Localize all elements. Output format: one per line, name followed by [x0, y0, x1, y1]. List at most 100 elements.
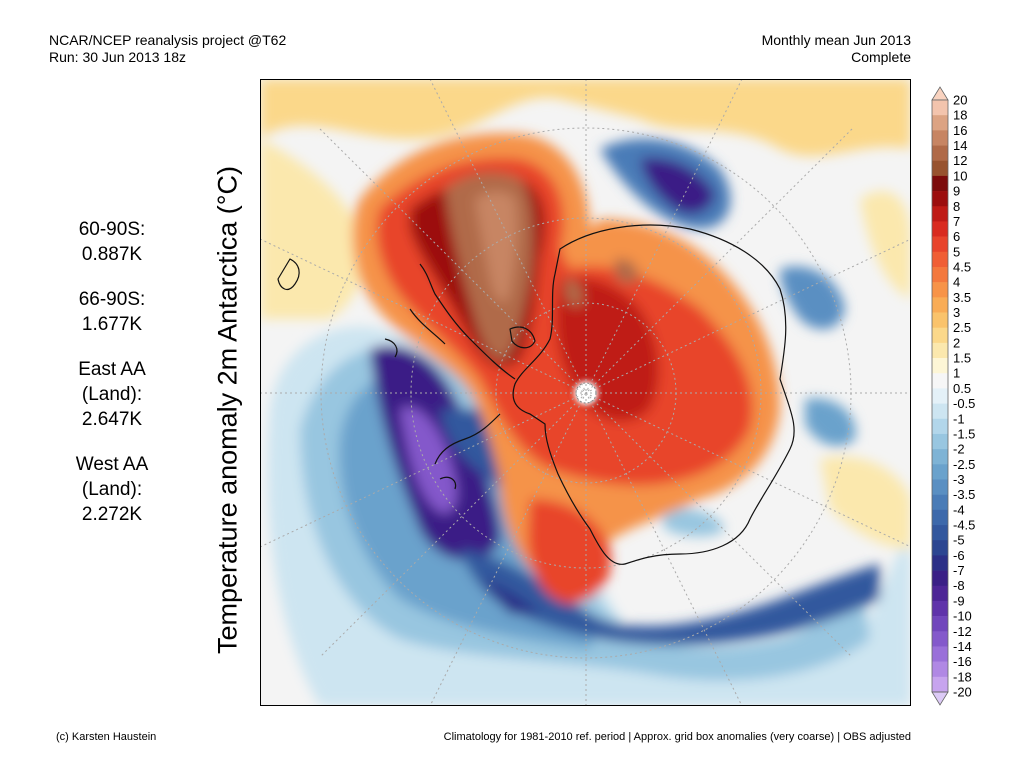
colorbar-tick-label: -5 — [953, 533, 965, 548]
colorbar-tick-label: -1 — [953, 411, 965, 426]
colorbar-swatch — [932, 206, 948, 222]
colorbar-tick-label: 18 — [953, 108, 967, 123]
colorbar-frame — [931, 99, 949, 693]
colorbar-tick-label: -3.5 — [953, 487, 975, 502]
colorbar-swatch — [932, 342, 948, 359]
colorbar-swatch — [932, 312, 948, 328]
colorbar-swatch — [932, 479, 948, 495]
colorbar-swatch — [932, 221, 948, 237]
colorbar-tick-label: -18 — [953, 669, 972, 684]
colorbar-swatch — [932, 130, 948, 146]
stat-60-90s: 60-90S: 0.887K — [57, 217, 167, 267]
colorbar-swatch — [932, 297, 948, 313]
colorbar-tick-label: 1 — [953, 366, 960, 381]
colorbar-swatch — [932, 403, 948, 420]
colorbar-tick-label: 12 — [953, 153, 967, 168]
stat-label: 66-90S: — [78, 289, 146, 310]
completeness-status: Complete — [851, 49, 911, 65]
colorbar-swatch — [932, 525, 948, 541]
colorbar-swatch — [932, 191, 948, 207]
colorbar-tick-label: 3.5 — [953, 290, 971, 305]
colorbar-swatch — [932, 373, 948, 389]
colorbar-tick-label: 8 — [953, 199, 960, 214]
colorbar-swatch — [932, 616, 948, 632]
colorbar-tick-label: 6 — [953, 229, 960, 244]
colorbar-swatch — [932, 145, 948, 162]
colorbar-swatch — [932, 646, 948, 662]
stat-label: 60-90S: — [78, 219, 146, 240]
colorbar-tick-label: 2 — [953, 335, 960, 350]
colorbar-swatch — [932, 251, 948, 268]
method-note: Climatology for 1981-2010 ref. period | … — [443, 731, 911, 743]
colorbar-swatch — [932, 160, 948, 177]
colorbar-tick-label: 1.5 — [953, 351, 971, 366]
stat-66-90s: 66-90S: 1.677K — [57, 287, 167, 337]
colorbar-tick-label: -3 — [953, 472, 965, 487]
colorbar-tick-label: -20 — [953, 685, 972, 700]
colorbar-tick-label: 10 — [953, 168, 967, 183]
colorbar-swatch — [932, 418, 948, 435]
stat-value: 2.647K — [81, 409, 143, 430]
colorbar-swatch — [932, 449, 948, 465]
colorbar-tick-label: -0.5 — [953, 396, 975, 411]
colorbar-swatch — [932, 175, 948, 192]
colorbar-tick-label: 9 — [953, 184, 960, 199]
colorbar-swatch — [932, 661, 948, 678]
colorbar-tick-label: 3 — [953, 305, 960, 320]
period-info: Monthly mean Jun 2013 Complete — [762, 32, 911, 66]
colorbar-swatch — [932, 464, 948, 480]
colorbar-swatch — [932, 631, 948, 647]
colorbar-tick-label: -8 — [953, 578, 965, 593]
colorbar-tick-label: 20 — [953, 93, 967, 108]
run-date: Run: 30 Jun 2013 18z — [49, 49, 186, 65]
colorbar-swatch — [932, 570, 948, 587]
colorbar-swatch — [932, 358, 948, 374]
colorbar-swatch — [932, 555, 948, 571]
colorbar-swatch — [932, 600, 948, 617]
colorbar-tick-label: -2 — [953, 442, 965, 457]
anomaly-map — [260, 79, 911, 706]
colorbar-swatch — [932, 540, 948, 556]
colorbar-tick-label: 14 — [953, 138, 967, 153]
colorbar-tick-label: -4 — [953, 502, 965, 517]
colorbar-swatch — [932, 585, 948, 602]
colorbar-tick-label: -2.5 — [953, 457, 975, 472]
colorbar-tick-label: -14 — [953, 639, 972, 654]
colorbar-swatch — [932, 236, 948, 253]
colorbar-swatch — [932, 282, 948, 298]
colorbar-tick-label: 7 — [953, 214, 960, 229]
region-stats: 60-90S: 0.887K 66-90S: 1.677K East AA (L… — [57, 217, 167, 547]
colorbar-tick-label: 2.5 — [953, 320, 971, 335]
colorbar-swatch — [932, 115, 948, 131]
colorbar-tick-label: -1.5 — [953, 426, 975, 441]
stat-label: East AA (Land): — [78, 359, 146, 405]
colorbar-tick-label: 4 — [953, 275, 960, 290]
colorbar-swatch — [932, 676, 948, 693]
colorbar-tick-label: -6 — [953, 548, 965, 563]
model-title: NCAR/NCEP reanalysis project @T62 — [49, 32, 287, 48]
colorbar-swatch — [932, 327, 948, 344]
colorbar-tick-label: 4.5 — [953, 259, 971, 274]
colorbar-tick-label: 5 — [953, 244, 960, 259]
colorbar-swatch — [932, 100, 948, 116]
colorbar-swatch — [932, 494, 948, 511]
colorbar-tick-label: -12 — [953, 624, 972, 639]
stat-west-aa: West AA (Land): 2.272K — [57, 452, 167, 527]
stat-label: West AA (Land): — [75, 454, 149, 500]
stat-east-aa: East AA (Land): 2.647K — [57, 357, 167, 432]
colorbar-swatch — [932, 388, 948, 404]
colorbar-swatch — [932, 433, 948, 450]
colorbar-tick-label: -9 — [953, 593, 965, 608]
colorbar-tick-label: -7 — [953, 563, 965, 578]
colorbar-tick-label: 0.5 — [953, 381, 971, 396]
colorbar-tick-label: 16 — [953, 123, 967, 138]
map-title: Temperature anomaly 2m Antarctica (°C) — [212, 166, 243, 654]
colorbar-tick-label: -4.5 — [953, 518, 975, 533]
run-info: NCAR/NCEP reanalysis project @T62 Run: 3… — [49, 32, 286, 66]
colorbar-arrow-top — [931, 86, 949, 101]
copyright: (c) Karsten Haustein — [56, 731, 157, 743]
colorbar-swatch — [932, 509, 948, 526]
color-scale-legend: 201816141210987654.543.532.521.510.5-0.5… — [931, 86, 975, 706]
stat-value: 2.272K — [81, 504, 143, 525]
period-title: Monthly mean Jun 2013 — [761, 32, 911, 48]
